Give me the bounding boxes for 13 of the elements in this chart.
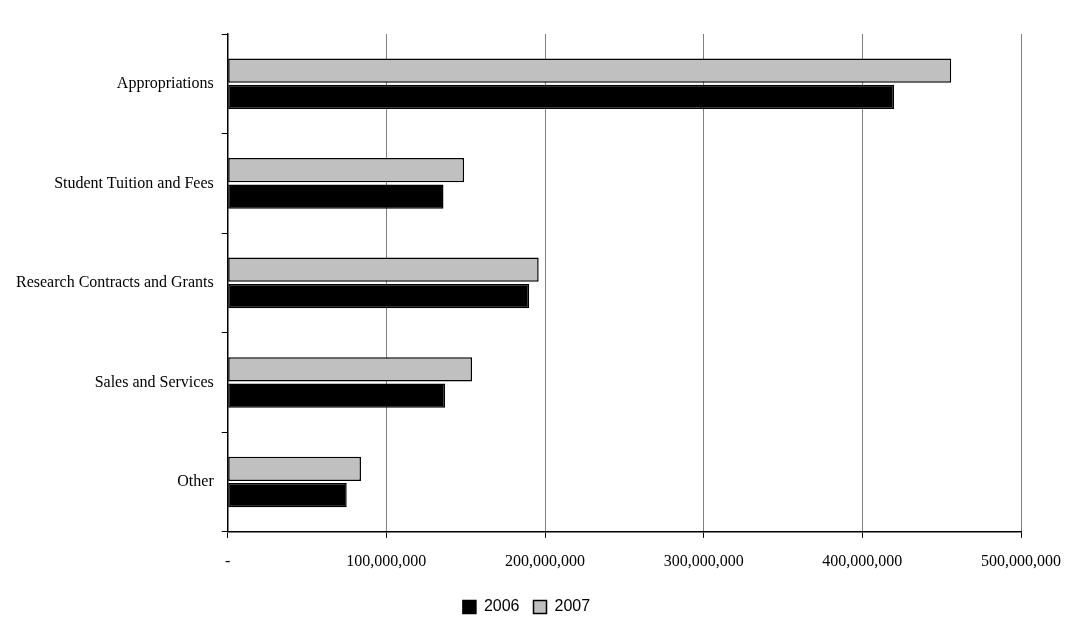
y-tick-label: Sales and Services bbox=[94, 372, 214, 390]
x-tick-label: - bbox=[225, 551, 231, 569]
x-tick-label: 400,000,000 bbox=[822, 551, 903, 569]
legend-label: 2006 bbox=[483, 597, 520, 615]
x-tick-label: 100,000,000 bbox=[346, 551, 427, 569]
x-tick-label: 300,000,000 bbox=[663, 551, 744, 569]
x-tick-label: 200,000,000 bbox=[505, 551, 586, 569]
y-tick-label: Research Contracts and Grants bbox=[15, 273, 214, 291]
x-tick-label: 500,000,000 bbox=[981, 551, 1061, 569]
y-tick-label: Appropriations bbox=[116, 73, 214, 92]
legend-label: 2007 bbox=[554, 597, 591, 615]
y-tick-label: Other bbox=[177, 472, 215, 490]
y-tick-label: Student Tuition and Fees bbox=[54, 173, 214, 191]
